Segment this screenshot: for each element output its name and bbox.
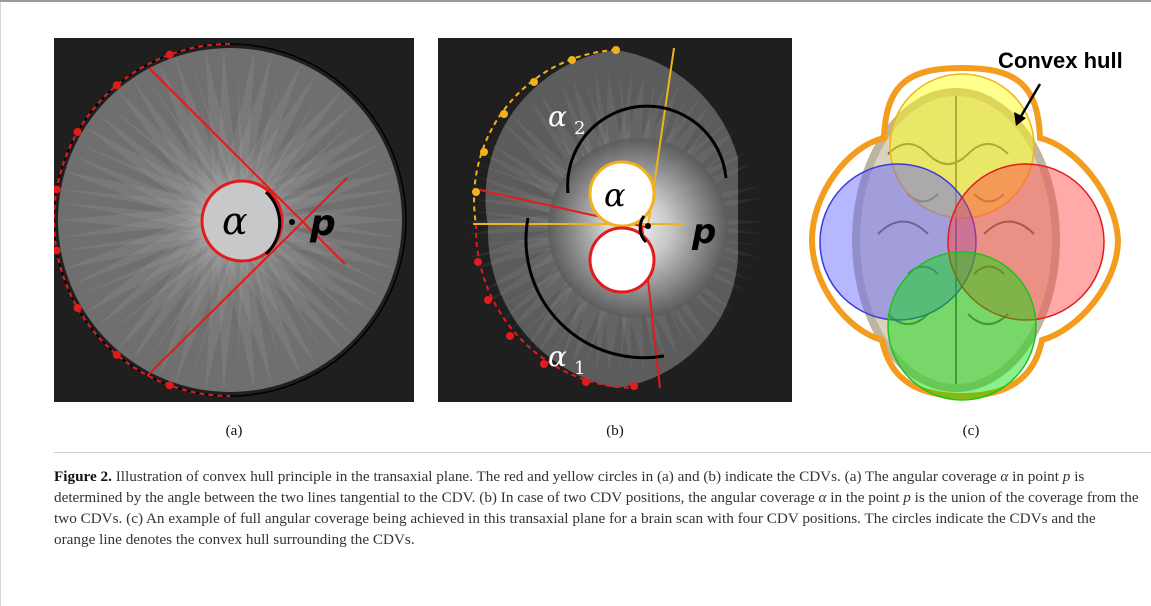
panel-c-cdv-yellow: [889, 73, 1035, 219]
panel-c-callout: Convex hull: [998, 48, 1123, 73]
panel-b-small-angle-arc: [638, 215, 648, 244]
page-border-top: [0, 0, 1151, 2]
panel-b-alpha2-label: α: [548, 100, 567, 133]
panel-a-p-label: p: [309, 203, 336, 244]
caption-alpha-2: α: [818, 489, 827, 506]
caption-p-2: p: [903, 489, 911, 506]
panel-a-alpha-label: α: [222, 199, 248, 243]
caption-text-5: is the union of the coverage from the tw…: [54, 489, 1139, 548]
panel-a-detector-dots: [54, 50, 174, 390]
panel-b-alpha-label: α: [604, 176, 626, 214]
panel-a-dot: [54, 185, 61, 194]
panel-a-dot: [112, 81, 121, 90]
panel-b-dot-red: [506, 332, 514, 340]
panel-b: α p α 2 α 1: [438, 38, 792, 402]
panel-c-convex-hull: [808, 64, 1122, 400]
panel-a-dot: [165, 381, 174, 390]
panel-b-dot-yellow: [472, 188, 480, 196]
panel-b-dot-yellow: [530, 78, 538, 86]
panel-a-ray-wedge: [158, 53, 329, 377]
panel-b-dot-yellow: [480, 148, 488, 156]
panel-a-dashed-arc: [54, 43, 231, 397]
panel-a-point-p: [289, 219, 295, 225]
panel-a-diagram: α p: [54, 38, 414, 402]
panel-a-tangent-upper: [148, 67, 346, 265]
figure-2: α p: [54, 34, 1124, 439]
caption-text-3: is determined by the angle between the t…: [54, 468, 1085, 506]
panel-b-dot-red: [540, 360, 548, 368]
panel-a: α p: [54, 38, 414, 402]
panel-b-detector-dots: [472, 46, 638, 390]
panel-a-ray-wedge: [70, 102, 375, 313]
page-border-left: [0, 0, 1, 606]
panel-a-dot: [73, 128, 82, 137]
figure-number: Figure 2.: [54, 468, 112, 485]
panel-a-angle-arc: [264, 190, 282, 256]
panel-c-cdv-red: [947, 163, 1105, 321]
panel-c-cdv-green: [887, 251, 1037, 401]
panel-b-dot-yellow: [500, 110, 508, 118]
panel-b-yellow-cdv: [588, 160, 656, 228]
panel-c: Convex hull: [808, 34, 1124, 404]
panel-b-dot-red: [582, 378, 590, 386]
panel-a-tangent-lower: [146, 177, 348, 377]
panel-b-red-cdv: [588, 226, 656, 294]
panel-b-dot-yellow: [612, 46, 620, 54]
panel-c-diagram: Convex hull: [808, 48, 1123, 401]
figure-caption: Figure 2. Illustration of convex hull pr…: [54, 466, 1140, 550]
arrow-icon: [1014, 83, 1042, 126]
caption-p-1: p: [1062, 468, 1071, 485]
panel-b-dot-red: [630, 382, 638, 390]
caption-alpha-1: α: [1000, 468, 1009, 485]
panel-b-alpha1-subscript: 1: [574, 358, 585, 379]
panel-a-cdv-circle: [200, 179, 284, 263]
panel-a-ray-wedge: [158, 63, 329, 387]
panel-b-point-p: [645, 223, 651, 229]
sublabel-b: (b): [606, 423, 624, 439]
panel-b-alpha1-arc: [524, 217, 665, 360]
sublabel-a: (a): [225, 423, 243, 439]
panel-b-dot-yellow: [568, 56, 576, 64]
caption-text-2: in point: [1008, 468, 1063, 485]
caption-text-1: Illustration of convex hull principle in…: [115, 468, 1001, 485]
panel-c-cdv-blue: [819, 163, 977, 321]
panel-b-alpha1-label: α: [548, 340, 567, 373]
panel-a-dot: [54, 246, 61, 255]
panel-b-diagram: α p α 2 α 1: [438, 38, 792, 402]
caption-text-4: in the point: [826, 489, 904, 506]
sublabel-c: (c): [962, 423, 980, 439]
panel-a-ray-wedge: [70, 127, 375, 338]
panel-a-ray-wedge: [60, 189, 403, 251]
panel-a-dot: [165, 50, 174, 59]
panel-b-alpha2-subscript: 2: [574, 118, 585, 139]
panel-b-alpha2-arc: [566, 104, 728, 194]
panel-b-dot-red: [474, 258, 482, 266]
panel-a-dot: [73, 303, 82, 312]
panel-a-dot: [112, 350, 121, 359]
panel-b-dot-red: [484, 296, 492, 304]
panel-b-p-label: p: [691, 212, 716, 252]
caption-divider: [54, 452, 1151, 453]
